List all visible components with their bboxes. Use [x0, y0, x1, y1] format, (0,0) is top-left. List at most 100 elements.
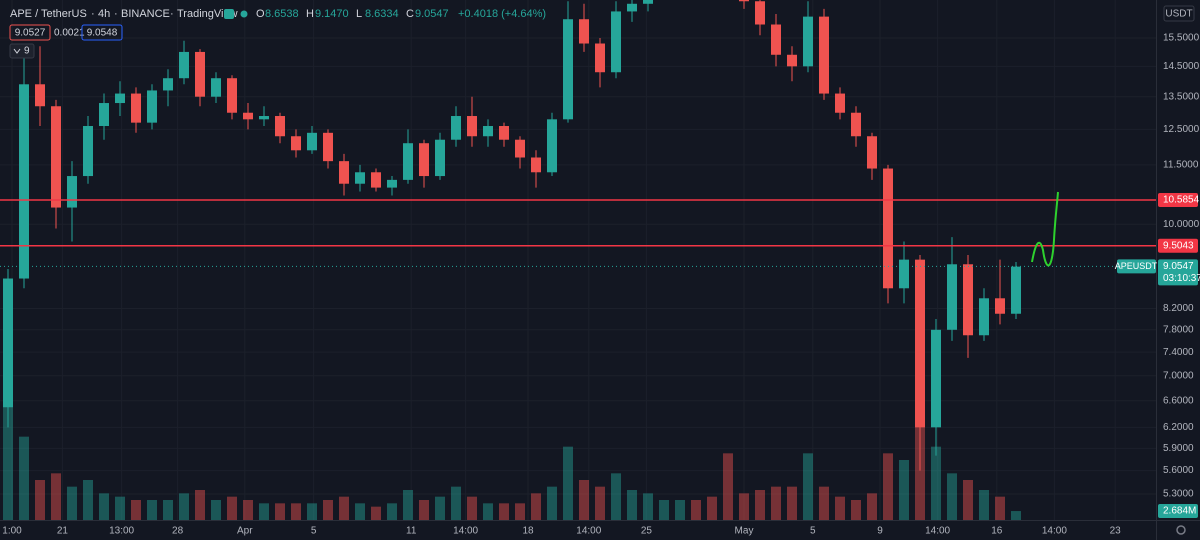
candle-body	[243, 112, 253, 120]
candle-body	[67, 176, 77, 208]
y-tick-label: 6.6000	[1163, 395, 1194, 406]
candle-body	[211, 78, 221, 97]
currency-button[interactable]	[1163, 5, 1195, 22]
axes: 15.5000 14.5000 13.5000 12.5000 11.5000 10.00…	[2, 33, 1200, 537]
volume-bar	[771, 486, 781, 520]
volume-bar	[819, 486, 829, 520]
candle-body	[275, 116, 285, 137]
candle-body	[355, 172, 365, 184]
bid-box[interactable]	[9, 24, 51, 41]
volume-bar	[83, 480, 93, 520]
candle-body	[291, 136, 301, 151]
volume-bar	[371, 506, 381, 520]
candle-body	[131, 93, 141, 123]
volume-bar	[51, 473, 61, 520]
legend-header: APE / TetherUS · 4h · BINANCE · TradingV…	[9, 8, 546, 59]
volume-bar	[563, 446, 573, 520]
x-tick-label: 5	[810, 526, 816, 537]
y-tick-label: 10.0000	[1163, 219, 1200, 230]
last-price: 9.0547	[1163, 261, 1194, 272]
status-dot	[240, 10, 248, 18]
volume-bar	[723, 453, 733, 520]
volume-bar	[179, 493, 189, 520]
candle-body	[419, 143, 429, 177]
volume-bar	[659, 500, 669, 520]
candle-body	[531, 157, 541, 173]
ohlc-value: 8.6538	[265, 8, 299, 20]
ohlc-value: 9.0547	[415, 8, 449, 20]
ohlc-letter: H	[306, 8, 314, 20]
symbol: APE / TetherUS	[10, 8, 87, 20]
candle-body	[963, 264, 973, 336]
chevron	[13, 48, 21, 54]
volume-bar	[851, 500, 861, 520]
candle-body	[611, 11, 621, 73]
candle-body	[563, 19, 573, 120]
change: +0.4018 (+4.64%)	[458, 8, 546, 20]
price-label: 10.5854	[1163, 195, 1200, 206]
y-tick-label: 7.8000	[1163, 324, 1194, 335]
volume-bar	[963, 480, 973, 520]
candle-body	[371, 172, 381, 188]
candle-body	[499, 126, 509, 140]
settings-icon[interactable]	[1176, 525, 1186, 535]
ohlc-letter: O	[256, 8, 265, 20]
separator: ·	[114, 8, 118, 20]
candle-body	[739, 0, 749, 2]
volume-bar	[131, 500, 141, 520]
currency: USDT	[1165, 9, 1192, 20]
candle-body	[451, 116, 461, 140]
y-tick-label: 13.5000	[1163, 91, 1200, 102]
ask-box[interactable]	[81, 24, 123, 41]
x-tick-label: 14:00	[453, 526, 478, 537]
volume-bar	[803, 453, 813, 520]
candle-body	[803, 16, 813, 67]
volume-bar	[515, 503, 525, 520]
candle-body	[771, 24, 781, 55]
y-tick-label: 5.6000	[1163, 465, 1194, 476]
y-tick-label: 7.0000	[1163, 370, 1194, 381]
candle-body	[227, 78, 237, 113]
candle-body	[883, 168, 893, 289]
candle-body	[867, 136, 877, 169]
x-tick-label: 11	[406, 526, 417, 537]
candle-body	[467, 116, 477, 137]
candle-body	[163, 78, 173, 91]
volume-bar	[355, 503, 365, 520]
candle-body	[579, 19, 589, 44]
candle-body	[115, 93, 125, 104]
price-label: 9.5043	[1163, 240, 1194, 251]
volume-bar	[451, 486, 461, 520]
exchange: BINANCE	[121, 8, 170, 20]
volume-bar	[275, 503, 285, 520]
x-tick-label: 28	[172, 526, 184, 537]
interval: 4h	[98, 8, 110, 20]
volume-bar	[755, 490, 765, 520]
volume-bar	[227, 496, 237, 520]
volume-bar	[739, 493, 749, 520]
volume-bar	[595, 486, 605, 520]
symbol-tag-box	[1117, 259, 1156, 274]
candle-body	[915, 259, 925, 428]
candle-body	[995, 298, 1005, 314]
bid: 9.0527	[15, 28, 46, 39]
price-label-box	[1158, 193, 1198, 208]
volume-bar	[835, 496, 845, 520]
volume-bar	[435, 496, 445, 520]
candle-body	[835, 93, 845, 113]
plot-area	[0, 0, 1156, 520]
volume-bar	[3, 386, 13, 520]
x-tick-label: 13:00	[109, 526, 134, 537]
candle-body	[19, 84, 29, 279]
x-tick-label: May	[735, 526, 754, 537]
volume-bar	[467, 496, 477, 520]
volume-bar	[611, 473, 621, 520]
x-tick-label: 14:00	[925, 526, 950, 537]
volume-bar	[147, 500, 157, 520]
x-tick-label: 23	[1110, 526, 1122, 537]
x-tick-label: 16	[991, 526, 1003, 537]
price-label-box	[1158, 238, 1198, 253]
indicators-toggle[interactable]	[9, 43, 35, 59]
volume-bar	[931, 446, 941, 520]
